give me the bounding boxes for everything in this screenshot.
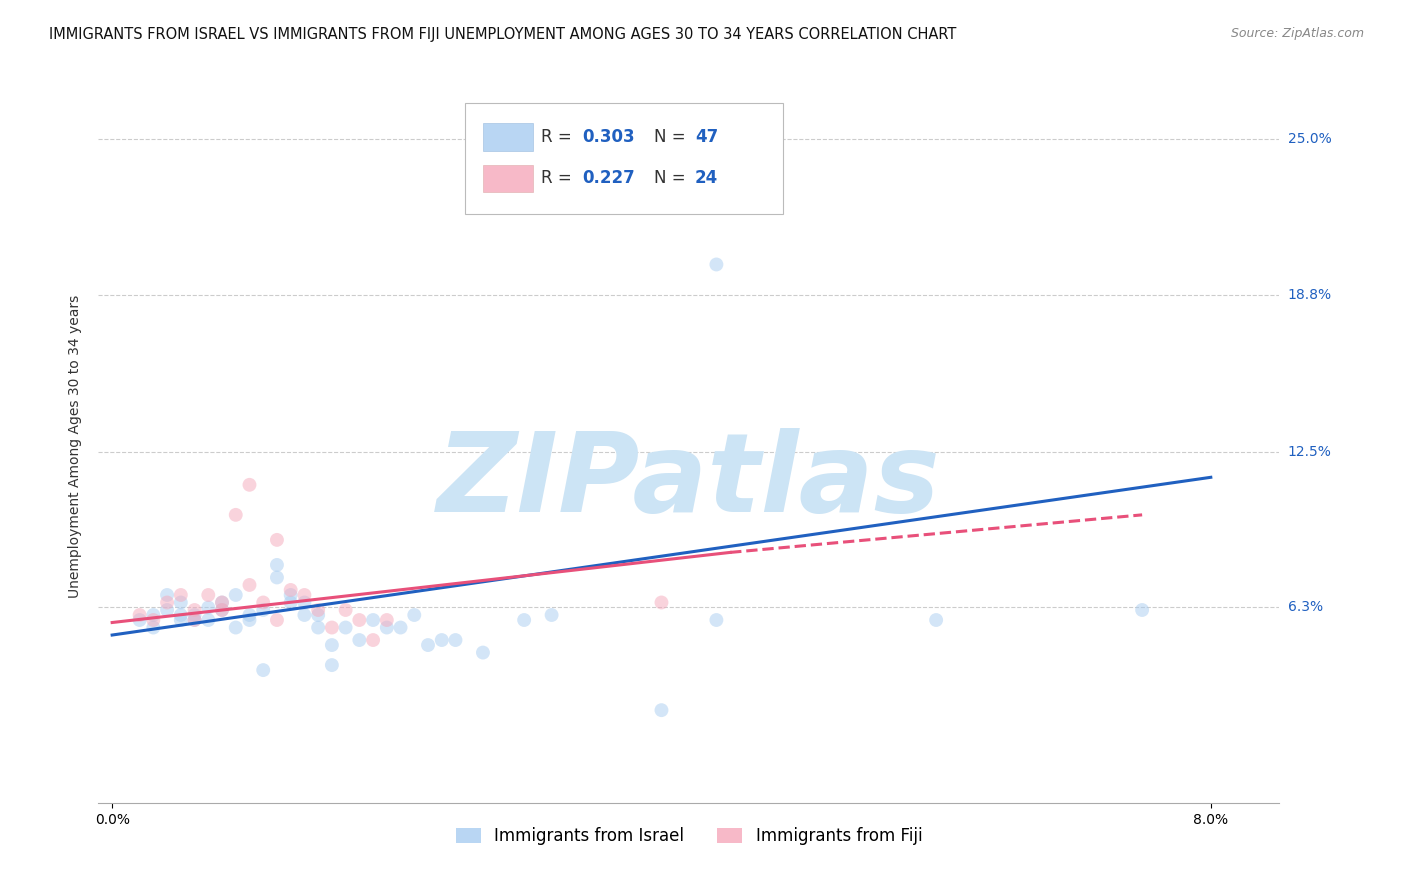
Point — [294, 607, 316, 622]
Point — [170, 588, 193, 602]
Point — [225, 621, 247, 635]
Point — [183, 607, 205, 622]
Point — [266, 613, 288, 627]
Text: Source: ZipAtlas.com: Source: ZipAtlas.com — [1230, 27, 1364, 40]
Point — [444, 633, 467, 648]
Point — [252, 663, 274, 677]
Point — [321, 621, 343, 635]
Point — [225, 588, 247, 602]
Point — [183, 603, 205, 617]
Point — [197, 600, 219, 615]
Text: N =: N = — [654, 169, 690, 187]
FancyBboxPatch shape — [484, 165, 533, 192]
Point — [650, 595, 672, 609]
Point — [156, 595, 179, 609]
Point — [307, 603, 329, 617]
Text: 25.0%: 25.0% — [1288, 132, 1331, 146]
Point — [294, 588, 316, 602]
Point — [280, 595, 302, 609]
Point — [211, 595, 233, 609]
Point — [225, 508, 247, 522]
FancyBboxPatch shape — [464, 103, 783, 214]
Text: 24: 24 — [695, 169, 718, 187]
Point — [197, 588, 219, 602]
Point — [1130, 603, 1153, 617]
Point — [307, 607, 329, 622]
Y-axis label: Unemployment Among Ages 30 to 34 years: Unemployment Among Ages 30 to 34 years — [69, 294, 83, 598]
Point — [211, 603, 233, 617]
Point — [416, 638, 439, 652]
Text: 47: 47 — [695, 128, 718, 146]
Point — [471, 646, 494, 660]
Text: 6.3%: 6.3% — [1288, 600, 1323, 615]
Point — [349, 613, 371, 627]
Point — [925, 613, 948, 627]
Point — [280, 588, 302, 602]
Point — [513, 613, 536, 627]
Point — [335, 621, 357, 635]
Point — [142, 607, 165, 622]
Point — [252, 603, 274, 617]
Point — [197, 613, 219, 627]
Point — [349, 633, 371, 648]
Point — [128, 613, 150, 627]
Point — [375, 621, 398, 635]
Point — [404, 607, 426, 622]
Point — [128, 607, 150, 622]
Point — [238, 607, 260, 622]
Point — [361, 613, 384, 627]
Point — [706, 613, 728, 627]
Text: R =: R = — [541, 169, 578, 187]
Point — [156, 588, 179, 602]
Point — [170, 595, 193, 609]
Point — [389, 621, 412, 635]
Point — [650, 703, 672, 717]
FancyBboxPatch shape — [484, 123, 533, 151]
Point — [183, 613, 205, 627]
Text: 0.227: 0.227 — [582, 169, 636, 187]
Point — [170, 613, 193, 627]
Point — [321, 658, 343, 673]
Point — [430, 633, 453, 648]
Text: IMMIGRANTS FROM ISRAEL VS IMMIGRANTS FROM FIJI UNEMPLOYMENT AMONG AGES 30 TO 34 : IMMIGRANTS FROM ISRAEL VS IMMIGRANTS FRO… — [49, 27, 956, 42]
Point — [294, 595, 316, 609]
Point — [706, 257, 728, 271]
Text: ZIPatlas: ZIPatlas — [437, 428, 941, 535]
Point — [252, 595, 274, 609]
Legend: Immigrants from Israel, Immigrants from Fiji: Immigrants from Israel, Immigrants from … — [449, 821, 929, 852]
Point — [183, 613, 205, 627]
Text: 12.5%: 12.5% — [1288, 445, 1331, 459]
Point — [266, 533, 288, 547]
Text: N =: N = — [654, 128, 690, 146]
Point — [170, 607, 193, 622]
Point — [156, 603, 179, 617]
Point — [266, 558, 288, 572]
Point — [238, 613, 260, 627]
Point — [238, 478, 260, 492]
Point — [321, 638, 343, 652]
Point — [375, 613, 398, 627]
Point — [266, 570, 288, 584]
Point — [211, 603, 233, 617]
Point — [280, 582, 302, 597]
Text: 18.8%: 18.8% — [1288, 287, 1331, 301]
Point — [238, 578, 260, 592]
Point — [211, 595, 233, 609]
Point — [361, 633, 384, 648]
Point — [335, 603, 357, 617]
Text: R =: R = — [541, 128, 578, 146]
Point — [540, 607, 562, 622]
Point — [142, 613, 165, 627]
Point — [142, 621, 165, 635]
Point — [307, 621, 329, 635]
Text: 0.303: 0.303 — [582, 128, 636, 146]
